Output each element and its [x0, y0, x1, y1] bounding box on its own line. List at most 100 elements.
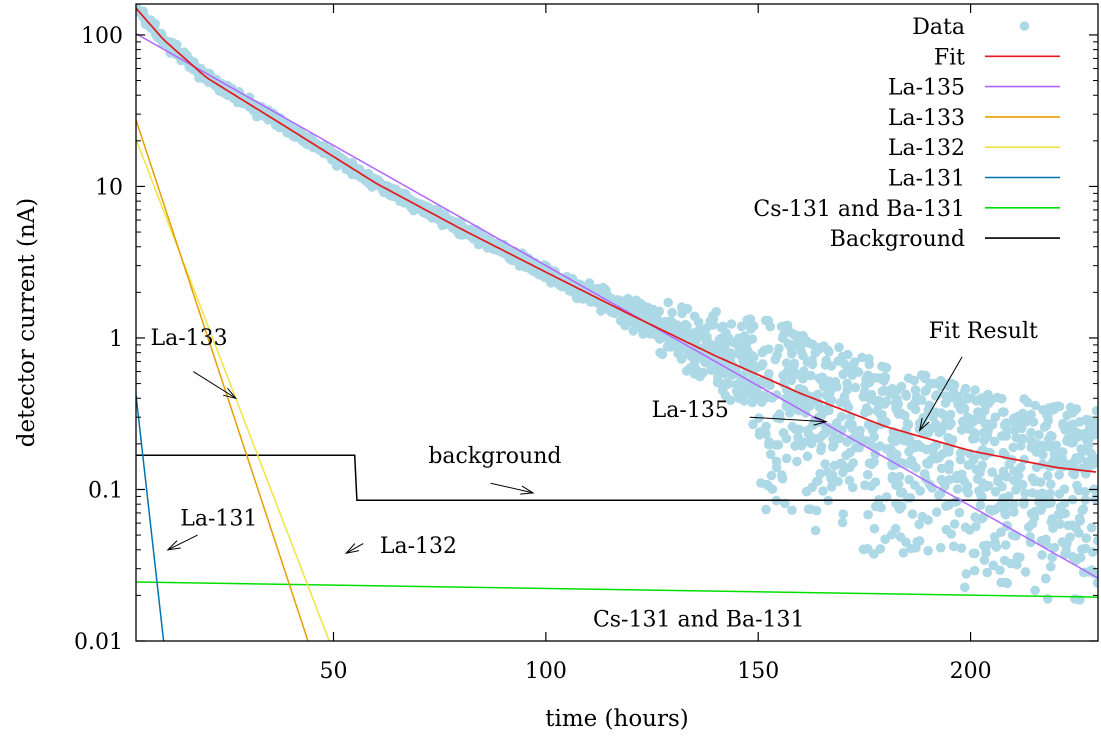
data-point — [813, 343, 824, 353]
data-point — [1019, 454, 1029, 465]
data-point — [1009, 507, 1019, 517]
data-point — [439, 209, 450, 219]
data-point — [792, 456, 802, 467]
data-point — [844, 475, 855, 486]
data-point — [1025, 537, 1036, 548]
data-point — [948, 541, 959, 552]
data-point — [1030, 400, 1041, 411]
data-point — [1026, 427, 1036, 438]
data-point — [975, 500, 986, 511]
data-point — [970, 385, 980, 395]
data-point — [270, 118, 281, 128]
data-point — [638, 300, 649, 311]
data-point — [989, 436, 1000, 447]
data-point — [1007, 530, 1018, 540]
series-lines-layer — [136, 7, 1098, 641]
data-point — [758, 359, 768, 369]
data-point — [1063, 434, 1073, 444]
data-point — [737, 355, 748, 365]
data-point — [970, 512, 980, 522]
data-point — [874, 400, 884, 411]
x-axis-label: time (hours) — [545, 706, 689, 732]
data-point — [790, 330, 801, 340]
y-tick-label: 0.01 — [74, 630, 123, 655]
data-point — [773, 440, 784, 450]
data-point — [1086, 522, 1097, 533]
data-point — [941, 391, 951, 401]
data-point — [934, 490, 944, 500]
data-point — [1037, 550, 1047, 560]
data-point — [736, 321, 747, 332]
data-point — [946, 529, 956, 539]
data-point — [676, 302, 687, 312]
data-point — [1081, 414, 1092, 425]
data-point — [806, 370, 816, 381]
data-point — [777, 470, 787, 480]
data-point — [838, 467, 848, 478]
annotation-cs131: Cs-131 and Ba-131 — [593, 607, 805, 632]
data-point — [826, 482, 837, 492]
data-point — [910, 480, 920, 491]
data-point — [772, 412, 782, 423]
data-point — [905, 493, 916, 503]
data-point — [892, 432, 902, 442]
data-point — [820, 404, 831, 415]
x-tick-label: 50 — [319, 659, 347, 684]
data-point — [858, 544, 869, 555]
data-point — [790, 397, 801, 407]
data-point — [936, 463, 947, 474]
data-point — [799, 437, 809, 448]
data-point — [944, 474, 955, 485]
data-point — [837, 351, 848, 362]
annotation-arrowhead-la135 — [813, 416, 828, 426]
data-point — [959, 404, 970, 414]
data-point — [1002, 425, 1012, 436]
data-point — [1018, 433, 1028, 444]
data-point — [987, 467, 997, 478]
legend-label: La-135 — [888, 76, 965, 101]
data-point — [1049, 454, 1060, 465]
data-point — [1029, 512, 1040, 523]
data-point — [975, 464, 986, 475]
data-point — [1016, 441, 1026, 451]
data-point — [1030, 585, 1040, 596]
data-point — [1020, 488, 1030, 499]
data-point — [548, 273, 558, 283]
data-point — [654, 331, 664, 342]
data-point — [1001, 418, 1011, 428]
data-point — [1090, 453, 1098, 464]
data-point — [984, 395, 994, 406]
data-point — [916, 370, 927, 380]
data-point — [910, 385, 921, 395]
data-point — [832, 382, 842, 392]
data-point — [501, 244, 512, 255]
data-point — [811, 505, 822, 516]
data-point — [923, 546, 933, 556]
series-line-cs-131-and-ba-131 — [136, 581, 1098, 598]
data-point — [816, 445, 826, 456]
data-point — [726, 319, 737, 329]
data-point — [956, 448, 966, 458]
data-point — [935, 542, 946, 553]
data-point — [818, 486, 828, 496]
annotation-background: background — [428, 444, 561, 469]
data-point — [802, 399, 812, 410]
data-point — [820, 459, 830, 469]
data-point — [766, 470, 777, 481]
data-point — [913, 439, 923, 450]
data-point — [781, 358, 792, 368]
data-point — [887, 447, 897, 458]
data-point — [725, 395, 736, 406]
data-point — [968, 454, 979, 465]
annotation-arrowhead-background — [520, 485, 535, 495]
data-point — [960, 582, 970, 593]
data-point — [755, 427, 765, 437]
data-point — [891, 480, 901, 491]
data-point — [858, 392, 869, 402]
data-point — [1009, 425, 1020, 436]
data-point — [619, 297, 630, 308]
data-point — [1072, 480, 1082, 491]
data-point — [723, 332, 734, 343]
data-point — [879, 415, 889, 426]
